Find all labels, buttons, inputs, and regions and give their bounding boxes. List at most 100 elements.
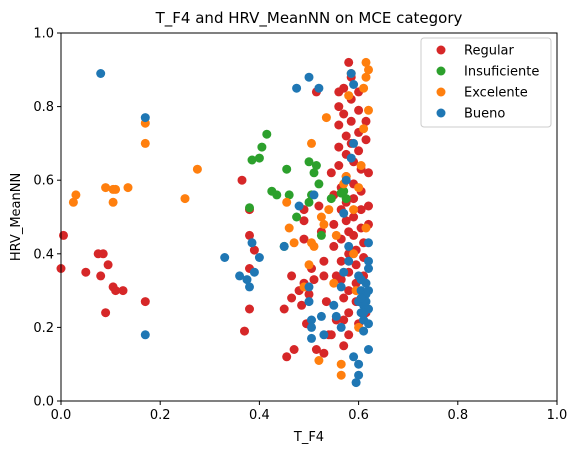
point-excelente-26 [336,359,346,369]
point-regular-84 [349,212,359,222]
point-insuficiente-21 [341,194,351,204]
point-regular-51 [334,102,344,112]
point-excelente-12 [284,223,294,233]
point-excelente-9 [180,194,190,204]
point-excelente-40 [361,72,371,82]
point-excelente-13 [289,238,299,248]
point-bueno-11 [292,83,302,93]
point-insuficiente-8 [282,164,292,174]
point-bueno-55 [364,286,373,296]
point-excelente-37 [356,161,366,170]
x-axis-ticks: 0.0 0.2 0.4 0.6 0.8 1.0 [51,401,568,423]
point-bueno-27 [339,267,349,277]
point-insuficiente-1 [247,155,257,165]
point-bueno-9 [254,253,264,262]
x-tick-label-2: 0.4 [249,408,270,423]
point-regular-5 [96,271,106,281]
point-regular-9 [111,286,121,296]
point-regular-20 [282,352,292,362]
point-bueno-22 [319,330,329,340]
point-regular-23 [289,345,299,354]
point-bueno-31 [344,256,354,266]
point-excelente-18 [309,241,319,251]
point-excelente-44 [361,223,371,233]
point-bueno-39 [354,370,364,380]
point-insuficiente-16 [314,179,324,189]
point-bueno-36 [349,352,359,362]
point-excelente-11 [282,197,292,207]
point-regular-73 [344,286,354,296]
point-bueno-14 [304,282,314,292]
point-regular-74 [344,308,354,318]
point-regular-38 [319,256,329,266]
point-excelente-19 [314,356,324,365]
point-insuficiente-10 [292,212,302,222]
point-regular-79 [346,116,356,126]
point-bueno-5 [242,275,252,285]
point-regular-54 [334,161,344,170]
legend-label-insuficiente: Insuficiente [464,65,539,80]
point-regular-76 [344,57,354,67]
point-regular-39 [319,271,329,281]
point-regular-6 [103,260,113,270]
point-insuficiente-11 [304,157,314,167]
point-regular-69 [341,216,351,226]
point-excelente-30 [344,91,354,101]
point-excelente-15 [304,260,314,270]
point-bueno-13 [304,72,314,82]
point-regular-47 [329,241,339,251]
point-insuficiente-20 [339,186,349,196]
point-bueno-50 [364,256,373,266]
point-regular-62 [339,341,349,351]
point-bueno-12 [294,201,304,211]
x-tick-label-5: 1.0 [547,408,568,423]
point-bueno-44 [359,326,369,336]
point-excelente-27 [336,370,346,380]
point-bueno-10 [279,241,289,251]
point-bueno-28 [339,208,349,218]
y-tick-label-3: 0.6 [33,174,54,189]
point-regular-65 [341,131,351,141]
legend-marker-insuficiente [436,66,446,76]
legend-marker-regular [436,45,446,55]
point-excelente-21 [319,219,329,229]
point-bueno-29 [341,175,351,185]
point-excelente-3 [108,197,118,207]
point-regular-33 [309,275,319,285]
point-regular-106 [364,168,373,178]
point-regular-87 [351,260,361,270]
point-bueno-54 [364,345,373,354]
point-regular-21 [287,293,297,303]
point-bueno-3 [220,253,230,262]
point-excelente-32 [349,205,359,215]
point-insuficiente-9 [284,190,294,200]
points-layer [56,57,373,388]
point-regular-12 [237,175,247,185]
point-regular-92 [354,105,364,115]
point-insuficiente-12 [304,197,314,207]
point-excelente-5 [108,184,118,194]
point-regular-63 [339,83,349,93]
point-bueno-8 [247,238,257,248]
point-bueno-1 [140,113,150,123]
point-excelente-39 [359,83,369,93]
plot-frame [60,32,558,402]
y-tick-label-2: 0.4 [33,247,54,262]
point-bueno-53 [364,319,373,329]
point-excelente-10 [192,164,202,174]
point-excelente-38 [359,124,369,134]
point-insuficiente-2 [254,153,264,163]
point-bueno-2 [140,330,150,340]
point-excelente-41 [361,57,371,67]
point-insuficiente-17 [316,230,326,240]
point-insuficiente-18 [326,194,336,204]
point-regular-41 [321,297,331,307]
x-tick-label-1: 0.2 [150,408,171,423]
point-regular-107 [364,201,373,211]
x-axis-label: T_F4 [293,430,324,445]
point-regular-4 [98,249,108,259]
point-excelente-7 [140,138,150,148]
point-bueno-57 [359,308,369,318]
point-regular-59 [336,275,346,285]
